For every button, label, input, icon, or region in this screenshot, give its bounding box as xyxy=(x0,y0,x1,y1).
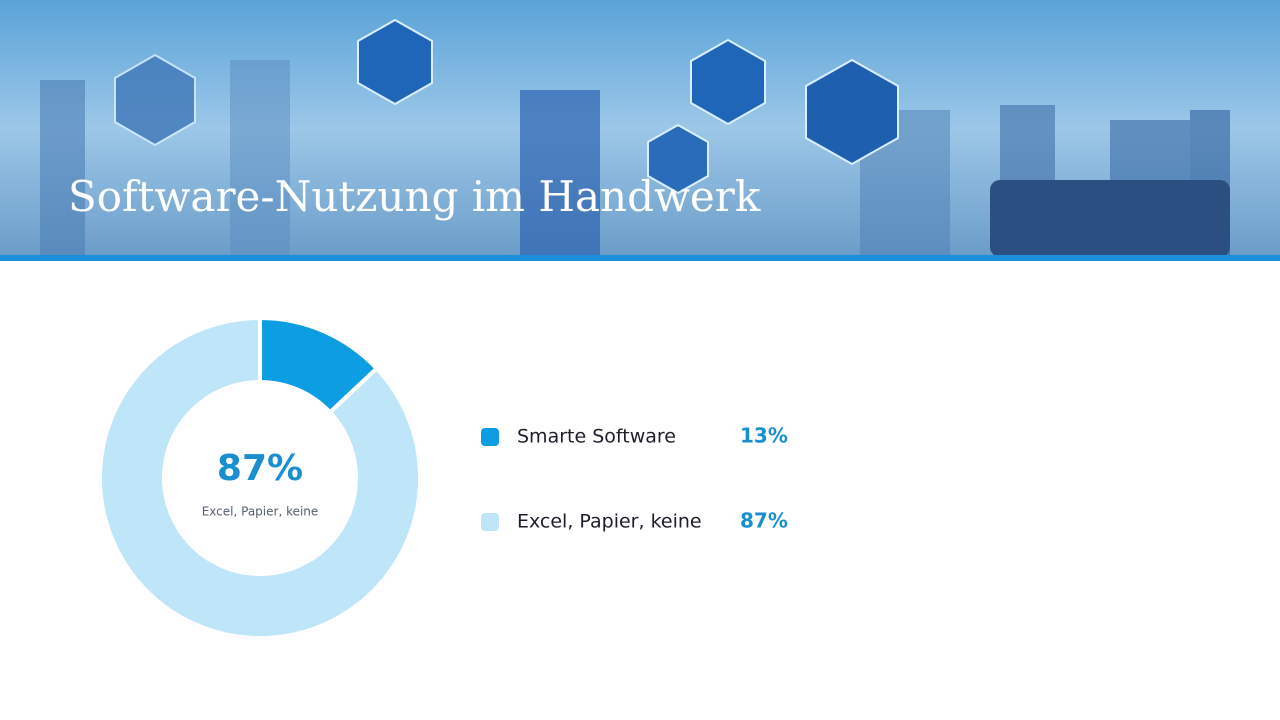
legend-value: 13% xyxy=(740,424,788,448)
banner xyxy=(0,0,1280,261)
legend-label: Smarte Software xyxy=(517,426,676,448)
legend-value: 87% xyxy=(740,509,788,533)
center-label: Excel, Papier, keine xyxy=(202,505,319,519)
slide-title: Software-Nutzung im Handwerk xyxy=(68,172,761,221)
center-value: 87% xyxy=(217,448,303,489)
donut-segment xyxy=(98,315,422,640)
legend: Smarte Software 13% Excel, Papier, keine 87… xyxy=(481,424,788,533)
legend-swatch xyxy=(481,513,499,531)
donut-chart xyxy=(98,315,422,640)
legend-swatch xyxy=(481,428,499,446)
legend-label: Excel, Papier, keine xyxy=(517,511,702,533)
